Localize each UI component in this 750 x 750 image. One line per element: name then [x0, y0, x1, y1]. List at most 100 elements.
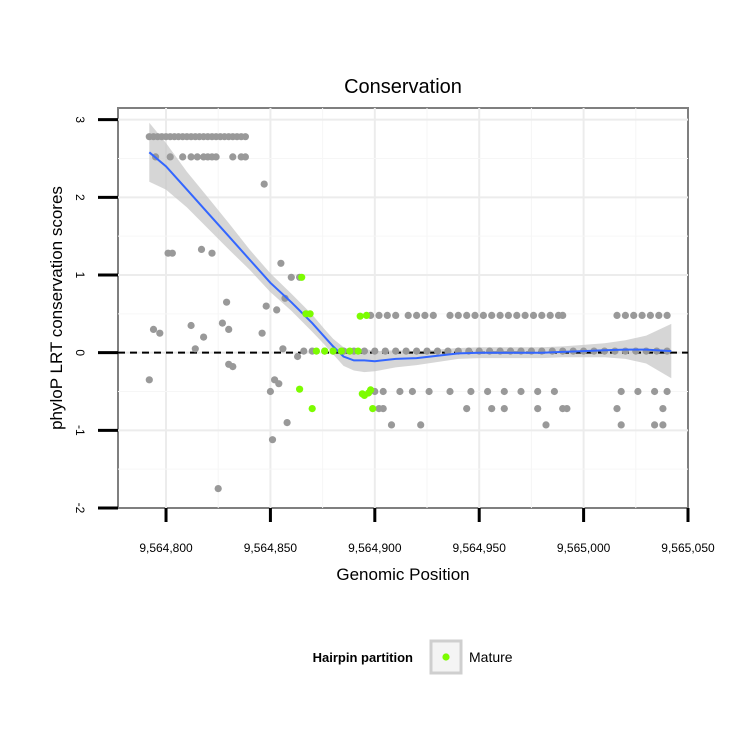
data-point-mature — [308, 405, 316, 413]
data-point-mature — [362, 311, 371, 319]
data-point-other — [500, 405, 508, 413]
data-point-other — [630, 311, 638, 319]
data-point-other — [479, 311, 487, 319]
data-point-other — [446, 311, 454, 319]
data-point-other — [277, 259, 285, 267]
data-point-other — [375, 311, 383, 319]
data-point-other — [559, 311, 567, 319]
data-point-other — [617, 421, 625, 429]
data-point-other — [423, 347, 431, 355]
data-point-mature — [356, 312, 364, 320]
data-point-other — [187, 153, 195, 161]
data-point-other — [546, 311, 554, 319]
legend-key-mature-dot — [442, 653, 450, 661]
data-point-other — [408, 387, 416, 396]
data-point-other — [471, 311, 479, 319]
y-tick-label: 3 — [73, 116, 87, 123]
data-point-other — [193, 153, 201, 161]
x-tick-label: 9,564,950 — [453, 541, 507, 555]
data-point-other — [488, 405, 496, 413]
data-point-other — [446, 387, 454, 396]
data-point-other — [621, 347, 630, 355]
data-point-other — [223, 298, 231, 306]
data-point-other — [444, 347, 452, 355]
data-point-mature — [367, 386, 375, 394]
data-point-mature — [337, 347, 345, 355]
x-tick-label: 9,564,900 — [348, 541, 402, 555]
data-point-other — [258, 329, 266, 337]
x-tick-label: 9,564,800 — [139, 541, 193, 555]
data-point-other — [168, 249, 176, 257]
smooth-trend-line — [148, 151, 672, 363]
data-point-other — [421, 311, 429, 319]
data-point-other — [488, 311, 496, 319]
data-point-other — [655, 311, 663, 319]
data-point-other — [404, 311, 412, 319]
data-point-other — [663, 311, 671, 319]
data-point-other — [392, 347, 400, 355]
data-point-other — [273, 306, 281, 314]
data-point-other — [548, 347, 556, 355]
data-point-other — [191, 345, 199, 353]
data-point-other — [229, 363, 237, 371]
data-point-other — [287, 273, 295, 281]
data-point-other — [613, 405, 621, 413]
data-point-other — [659, 421, 667, 429]
y-tick-label: -1 — [73, 425, 87, 436]
data-point-other — [387, 421, 396, 429]
data-point-other — [542, 421, 550, 429]
chart-title: Conservation — [344, 76, 462, 98]
data-point-other — [402, 347, 410, 355]
data-point-other — [534, 405, 542, 413]
data-point-other — [429, 311, 437, 319]
data-point-other — [463, 311, 471, 319]
data-point-other — [467, 387, 475, 396]
data-point-other — [268, 436, 277, 444]
data-point-other — [646, 311, 655, 319]
data-point-mature — [329, 347, 337, 355]
y-tick-label: -2 — [73, 503, 87, 514]
data-point-other — [521, 311, 529, 319]
data-point-other — [266, 387, 274, 396]
data-point-other — [632, 347, 640, 355]
data-point-other — [500, 387, 508, 396]
data-point-other — [529, 311, 538, 319]
data-point-other — [145, 376, 153, 384]
data-point-other — [563, 405, 571, 413]
data-point-other — [463, 405, 471, 413]
x-tick-label: 9,565,000 — [557, 541, 611, 555]
data-point-other — [659, 405, 667, 413]
data-point-other — [413, 311, 421, 319]
data-point-other — [241, 133, 249, 141]
data-point-other — [208, 249, 216, 257]
data-point-other — [212, 153, 220, 161]
data-point-other — [392, 311, 400, 319]
data-point-other — [225, 325, 233, 333]
data-point-other — [275, 380, 283, 388]
data-point-other — [383, 311, 391, 319]
data-point-mature — [306, 310, 314, 318]
x-tick-label: 9,565,050 — [661, 541, 715, 555]
y-tick-label: 1 — [73, 272, 87, 279]
y-tick-label: 2 — [73, 194, 87, 201]
data-point-other — [262, 302, 270, 310]
data-point-other — [642, 347, 650, 355]
points-mature-series — [296, 273, 377, 413]
data-point-other — [294, 352, 302, 361]
plot-panel — [117, 107, 689, 509]
data-point-other — [513, 311, 521, 319]
data-point-other — [379, 387, 387, 396]
data-point-other — [517, 387, 525, 396]
data-point-other — [651, 421, 659, 429]
data-point-other — [179, 153, 187, 161]
data-point-mature — [321, 347, 329, 355]
data-point-other — [300, 347, 308, 355]
data-point-other — [484, 387, 492, 396]
x-tick-label: 9,564,850 — [244, 541, 298, 555]
data-point-mature — [346, 347, 354, 355]
data-point-other — [417, 421, 425, 429]
data-point-other — [534, 387, 542, 396]
data-point-other — [454, 311, 462, 319]
x-axis-title: Genomic Position — [336, 565, 469, 584]
